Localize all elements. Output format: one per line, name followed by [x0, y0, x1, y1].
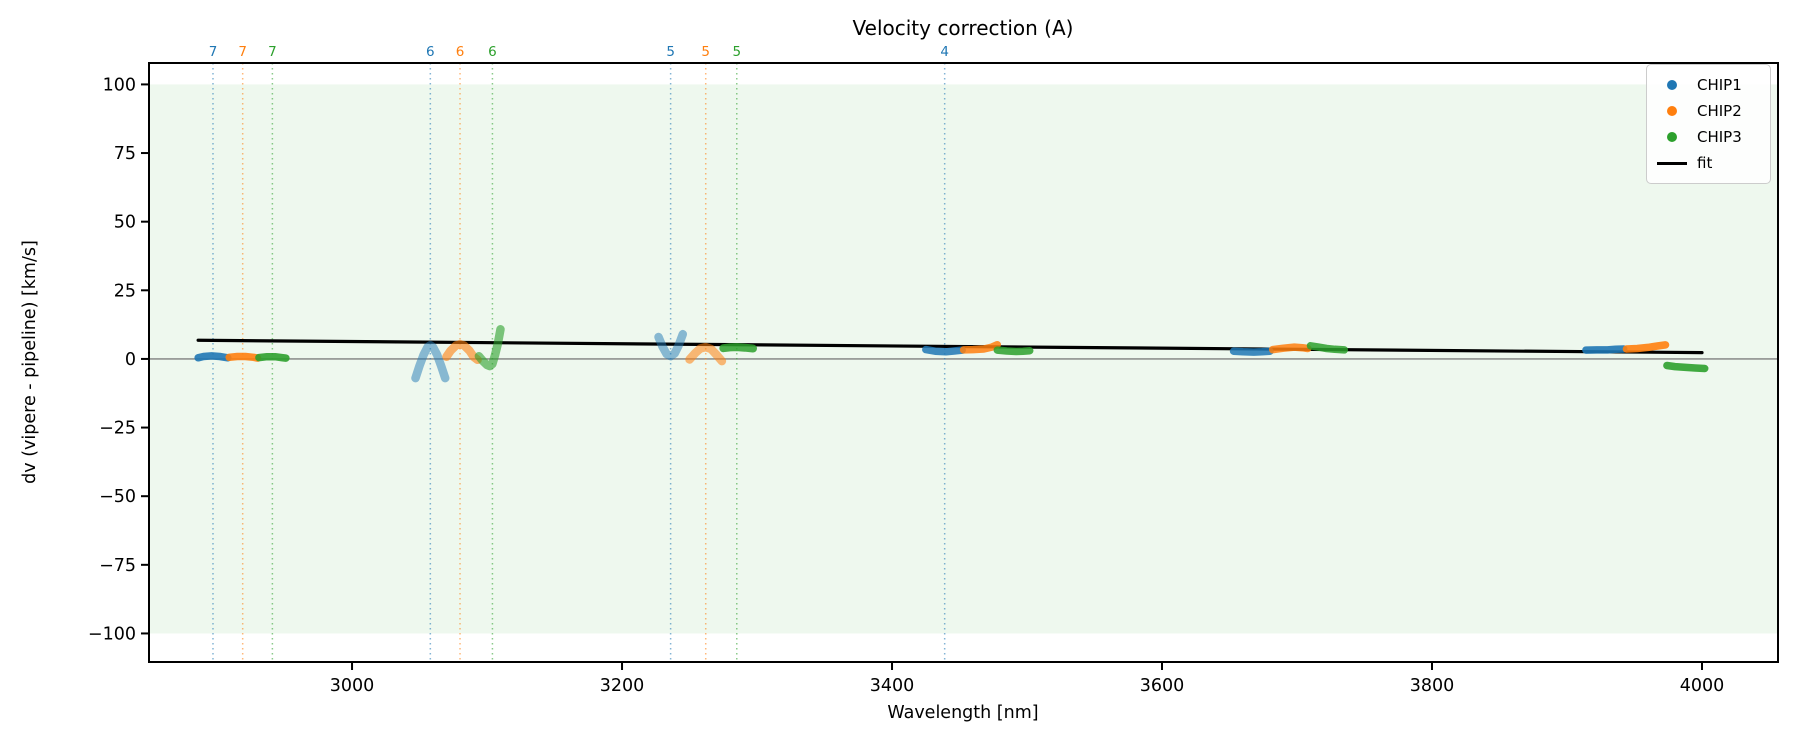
legend-dot-icon: [1655, 106, 1689, 116]
legend-entry-chip3: CHIP3: [1655, 124, 1760, 150]
x-axis-label: Wavelength [nm]: [887, 703, 1039, 723]
y-tick-label: −75: [99, 556, 136, 576]
y-tick-label: −50: [99, 487, 136, 507]
legend-label: CHIP2: [1697, 102, 1742, 120]
data-segment-chip1: [411, 340, 450, 383]
y-tick-label: 100: [103, 75, 136, 95]
order-label-chip1: 7: [209, 44, 218, 60]
legend-dot-icon: [1655, 80, 1689, 90]
marker-dot: [1667, 132, 1677, 142]
data-segment-chip3: [255, 352, 290, 362]
marker-dot: [1667, 106, 1677, 116]
fit-line: [196, 338, 1704, 355]
marker-line: [1657, 161, 1687, 165]
data-segment-chip3: [474, 325, 505, 371]
data-segment-chip2: [685, 342, 727, 366]
data-segment-chip3: [1663, 361, 1709, 373]
order-label-chip1: 4: [940, 44, 949, 60]
x-tick-label: 3000: [330, 676, 375, 696]
x-tick-label: 3600: [1140, 676, 1185, 696]
order-label-chip3: 7: [268, 44, 277, 60]
y-tick-label: −25: [99, 419, 136, 439]
order-label-chip3: 6: [488, 44, 497, 60]
legend: CHIP1 CHIP2 CHIP3 fit: [1646, 64, 1771, 184]
y-tick-label: −100: [88, 624, 136, 644]
order-label-chip1: 6: [426, 44, 435, 60]
order-label-chip3: 5: [732, 44, 741, 60]
legend-label: CHIP1: [1697, 76, 1742, 94]
marker-dot: [1667, 80, 1677, 90]
data-segment-chip3: [993, 346, 1034, 356]
legend-entry-fit: fit: [1655, 150, 1760, 176]
x-tick-label: 4000: [1680, 676, 1725, 696]
y-tick-label: 25: [114, 281, 136, 301]
order-label-chip2: 6: [456, 44, 465, 60]
legend-label: CHIP3: [1697, 128, 1742, 146]
legend-entry-chip2: CHIP2: [1655, 98, 1760, 124]
data-segment-chip1: [1229, 347, 1274, 356]
order-label-chip2: 5: [701, 44, 710, 60]
data-segment-chip1: [1582, 345, 1628, 354]
data-segment-chip1: [654, 329, 688, 361]
data-segment-chip2: [1268, 343, 1312, 354]
legend-line-icon: [1655, 161, 1689, 165]
data-segment-chip2: [959, 340, 1002, 354]
data-segment-chip1: [922, 345, 966, 356]
y-tick-label: 50: [114, 213, 136, 233]
data-segment-chip3: [719, 343, 757, 353]
legend-entry-chip1: CHIP1: [1655, 72, 1760, 98]
y-axis-label: dv (vipere - pipeline) [km/s]: [20, 240, 40, 484]
data-segment-chip1: [194, 352, 232, 362]
data-segment-chip2: [1622, 341, 1670, 353]
x-tick-label: 3800: [1410, 676, 1455, 696]
x-tick-label: 3200: [600, 676, 645, 696]
data-segment-chip3: [1306, 342, 1349, 354]
x-tick-label: 3400: [870, 676, 915, 696]
order-label-chip1: 5: [666, 44, 675, 60]
order-label-chip2: 7: [238, 44, 247, 60]
axes-spines: [148, 62, 1779, 663]
legend-dot-icon: [1655, 132, 1689, 142]
y-tick-label: 0: [125, 350, 136, 370]
legend-label: fit: [1697, 154, 1713, 172]
data-segment-chip2: [225, 352, 262, 362]
y-tick-label: 75: [114, 144, 136, 164]
data-segment-chip2: [442, 339, 482, 365]
chart-title: Velocity correction (A): [852, 16, 1074, 40]
